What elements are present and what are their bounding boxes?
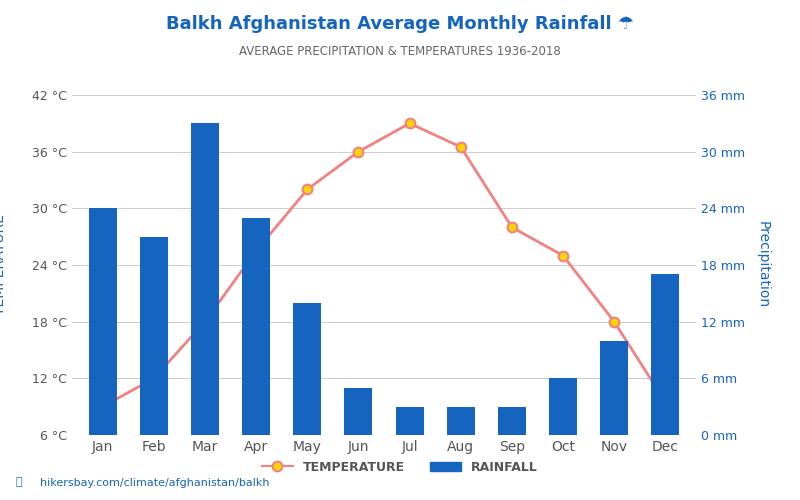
Bar xyxy=(89,208,117,435)
Y-axis label: Precipitation: Precipitation xyxy=(756,222,770,308)
Bar xyxy=(140,236,168,435)
Text: hikersbay.com/climate/afghanistan/balkh: hikersbay.com/climate/afghanistan/balkh xyxy=(40,478,270,488)
Bar xyxy=(242,218,270,435)
Y-axis label: TEMPERATURE: TEMPERATURE xyxy=(0,214,7,316)
Bar xyxy=(191,124,219,435)
Bar xyxy=(600,340,628,435)
Bar xyxy=(549,378,577,435)
Bar xyxy=(294,303,322,435)
Text: Balkh Afghanistan Average Monthly Rainfall ☂: Balkh Afghanistan Average Monthly Rainfa… xyxy=(166,15,634,33)
Bar xyxy=(498,406,526,435)
Bar xyxy=(446,406,474,435)
Bar xyxy=(344,388,373,435)
Text: AVERAGE PRECIPITATION & TEMPERATURES 1936-2018: AVERAGE PRECIPITATION & TEMPERATURES 193… xyxy=(239,45,561,58)
Legend: TEMPERATURE, RAINFALL: TEMPERATURE, RAINFALL xyxy=(257,456,543,479)
Text: 📍: 📍 xyxy=(16,478,22,488)
Bar xyxy=(395,406,424,435)
Bar xyxy=(651,274,679,435)
